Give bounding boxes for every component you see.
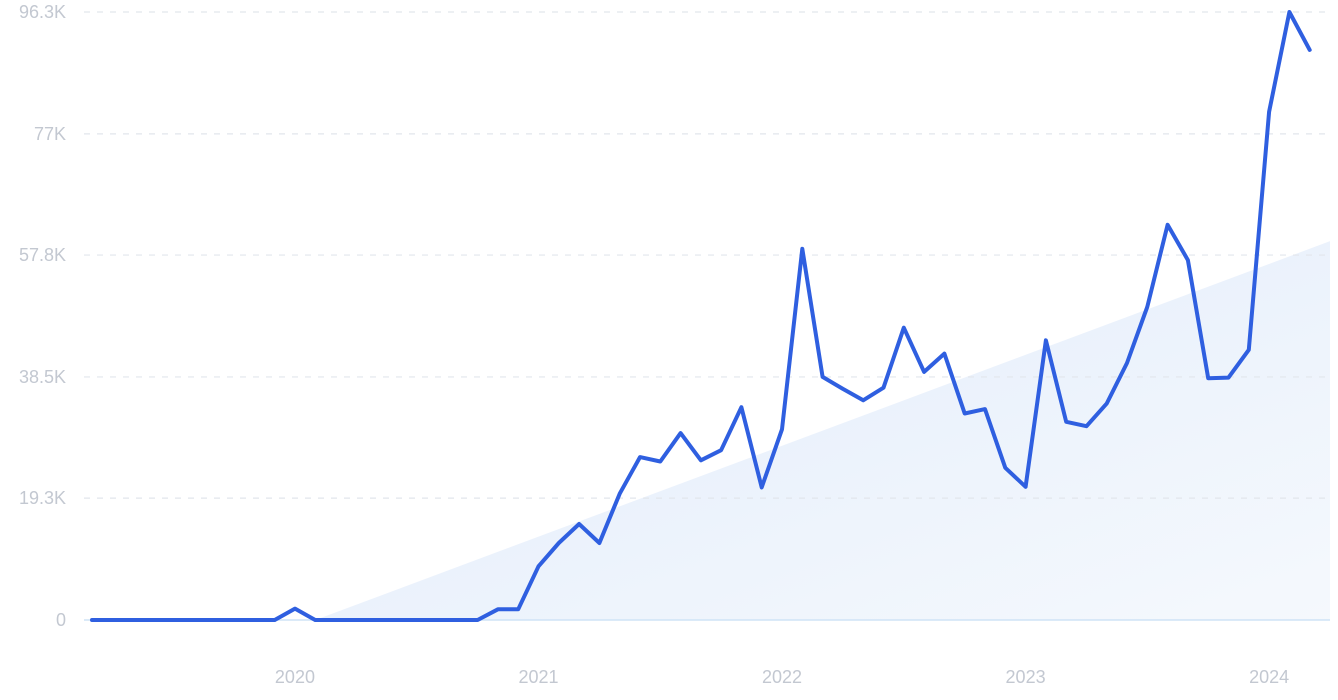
x-tick-label: 2020 — [275, 667, 315, 687]
trend-area — [315, 241, 1330, 620]
series-layer — [90, 10, 1312, 622]
x-tick-label: 2021 — [518, 667, 558, 687]
series-line — [90, 10, 1312, 622]
x-tick-label: 2023 — [1006, 667, 1046, 687]
trend-area-layer — [315, 241, 1330, 620]
y-axis-ticks: 0 19.3K 38.5K 57.8K 77K 96.3K — [19, 2, 66, 630]
x-axis-ticks: 2020 2021 2022 2023 2024 — [275, 667, 1289, 687]
gridlines — [84, 11, 1330, 621]
y-tick-label: 57.8K — [19, 245, 66, 265]
y-tick-label: 96.3K — [19, 2, 66, 22]
y-tick-label: 19.3K — [19, 488, 66, 508]
y-tick-label: 77K — [34, 124, 66, 144]
x-tick-label: 2024 — [1249, 667, 1289, 687]
y-tick-label: 38.5K — [19, 367, 66, 387]
x-tick-label: 2022 — [762, 667, 802, 687]
y-tick-label: 0 — [56, 610, 66, 630]
